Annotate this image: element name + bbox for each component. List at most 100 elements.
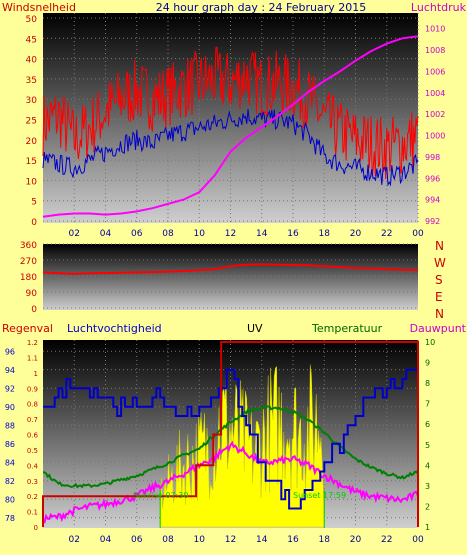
pressure-y-tick: 996 bbox=[425, 174, 440, 183]
rain-y-tick: 0.6 bbox=[27, 432, 39, 440]
direction-label-w: W bbox=[434, 256, 446, 270]
wind-speed-label: Windsnelheid bbox=[2, 1, 76, 14]
x-tick-label: 12 bbox=[225, 229, 236, 239]
wind-y-tick: 40 bbox=[26, 56, 38, 66]
wind-y-tick: 25 bbox=[26, 117, 37, 127]
x-tick-label-bottom: 22 bbox=[381, 535, 392, 545]
series-lines bbox=[42, 35, 419, 528]
wind-direction-line bbox=[42, 263, 419, 275]
rain-y-tick: 0.1 bbox=[27, 509, 38, 517]
x-tick-label: 22 bbox=[381, 229, 392, 239]
wind-y-tick: 35 bbox=[26, 76, 37, 86]
direction-label-s: S bbox=[435, 273, 443, 287]
humidity-y-tick: 86 bbox=[5, 440, 15, 449]
direction-y-tick: 180 bbox=[20, 273, 37, 283]
x-tick-label: 00 bbox=[412, 229, 424, 239]
temperature-y-tick: 7 bbox=[425, 400, 430, 409]
pressure-y-tick: 1000 bbox=[425, 132, 445, 141]
pressure-y-tick: 1010 bbox=[425, 25, 445, 34]
rain-y-tick: 0.8 bbox=[27, 401, 38, 409]
temperature-line bbox=[43, 405, 419, 489]
humidity-label: Luchtvochtigheid bbox=[67, 322, 162, 335]
wind-y-tick: 45 bbox=[26, 35, 37, 45]
direction-y-tick: 360 bbox=[20, 241, 37, 251]
dewpoint-label: Dauwpunt bbox=[410, 322, 467, 335]
direction-label-n-top: N bbox=[435, 239, 444, 253]
humidity-y-tick: 84 bbox=[5, 458, 15, 467]
wind-y-tick: 0 bbox=[31, 218, 37, 228]
wind-y-tick: 15 bbox=[26, 157, 37, 167]
wind-y-tick: 5 bbox=[31, 198, 37, 208]
rain-y-tick: 1.2 bbox=[27, 339, 38, 347]
temperature-y-tick: 2 bbox=[425, 502, 430, 511]
humidity-y-tick: 90 bbox=[5, 403, 15, 412]
axis-labels: 0510152025303540455099299499699810001002… bbox=[5, 15, 446, 545]
x-tick-label: 16 bbox=[287, 229, 299, 239]
humidity-y-tick: 80 bbox=[5, 495, 15, 504]
x-tick-label: 08 bbox=[162, 229, 174, 239]
rain-y-tick: 0.5 bbox=[27, 447, 38, 455]
wind-average-line bbox=[42, 108, 419, 187]
wind-y-tick: 30 bbox=[26, 96, 38, 106]
pressure-y-tick: 998 bbox=[425, 153, 440, 162]
humidity-y-tick: 94 bbox=[5, 366, 15, 375]
x-tick-label-bottom: 08 bbox=[162, 535, 174, 545]
pressure-y-tick: 992 bbox=[425, 217, 440, 226]
x-tick-label: 10 bbox=[194, 229, 206, 239]
sunrise-label: Sunrise 07:30 bbox=[133, 491, 188, 500]
temperature-y-tick: 8 bbox=[425, 379, 430, 388]
humidity-y-tick: 96 bbox=[5, 347, 15, 356]
humidity-y-tick: 92 bbox=[5, 384, 15, 393]
x-tick-label-bottom: 14 bbox=[256, 535, 268, 545]
rain-y-tick: 0 bbox=[34, 524, 38, 532]
humidity-y-tick: 88 bbox=[5, 421, 15, 430]
sunset-label: Sunset 17:59 bbox=[293, 491, 346, 500]
temperature-y-tick: 10 bbox=[425, 338, 435, 347]
temperature-y-tick: 3 bbox=[425, 482, 430, 491]
direction-panel-background bbox=[43, 244, 418, 310]
uv-series bbox=[159, 364, 325, 528]
x-tick-label: 02 bbox=[69, 229, 80, 239]
pressure-y-tick: 1006 bbox=[425, 67, 445, 76]
dewpoint-line bbox=[42, 440, 419, 524]
temperature-y-tick: 4 bbox=[425, 461, 430, 470]
temperature-y-tick: 5 bbox=[425, 441, 430, 450]
x-tick-label-bottom: 16 bbox=[287, 535, 299, 545]
x-tick-label-bottom: 12 bbox=[225, 535, 236, 545]
pressure-y-tick: 1008 bbox=[425, 46, 445, 55]
uv-label: UV bbox=[247, 322, 263, 335]
chart-title: 24 hour graph day : 24 February 2015 bbox=[156, 1, 367, 14]
uv-area bbox=[159, 364, 325, 528]
temperature-y-tick: 6 bbox=[425, 420, 430, 429]
x-tick-label: 14 bbox=[256, 229, 268, 239]
temperature-y-tick: 1 bbox=[425, 523, 430, 532]
humidity-line bbox=[43, 360, 419, 510]
pressure-line bbox=[42, 35, 419, 218]
wind-y-tick: 20 bbox=[26, 137, 38, 147]
pressure-y-tick: 1004 bbox=[425, 89, 445, 98]
x-tick-label-bottom: 06 bbox=[131, 535, 143, 545]
rain-y-tick: 0.9 bbox=[27, 385, 38, 393]
rain-y-tick: 0.3 bbox=[27, 478, 38, 486]
rain-y-tick: 1 bbox=[34, 370, 38, 378]
direction-y-tick: 90 bbox=[26, 289, 38, 299]
direction-y-tick: 270 bbox=[20, 257, 37, 267]
direction-label-e: E bbox=[435, 290, 443, 304]
rain-y-tick: 0.4 bbox=[27, 462, 39, 470]
x-tick-label: 04 bbox=[100, 229, 112, 239]
x-tick-label: 20 bbox=[350, 229, 362, 239]
humidity-y-tick: 78 bbox=[5, 514, 15, 523]
wind-y-tick: 10 bbox=[26, 177, 38, 187]
pressure-y-tick: 994 bbox=[425, 196, 440, 205]
x-tick-label-bottom: 10 bbox=[194, 535, 206, 545]
wind-speed-line bbox=[42, 46, 419, 180]
humidity-y-tick: 82 bbox=[5, 477, 15, 486]
x-tick-label: 06 bbox=[131, 229, 143, 239]
rain-y-tick: 1.1 bbox=[27, 354, 38, 362]
x-tick-label-bottom: 00 bbox=[412, 535, 424, 545]
rain-label: Regenval bbox=[2, 322, 53, 335]
x-tick-label-bottom: 18 bbox=[319, 535, 331, 545]
pressure-y-tick: 1002 bbox=[425, 110, 445, 119]
